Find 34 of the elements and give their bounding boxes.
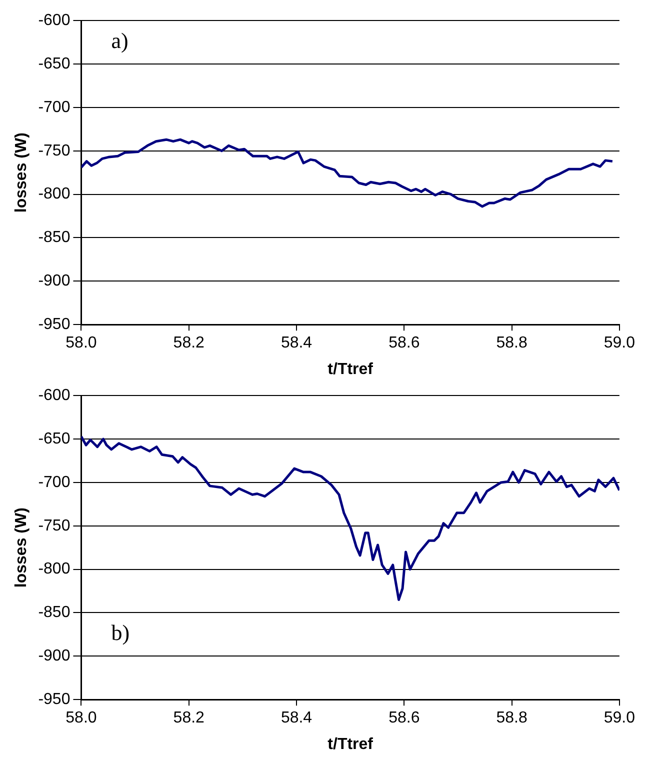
y-tick-label: -600	[38, 12, 70, 30]
y-tick-label: -650	[38, 430, 70, 448]
y-tick-label: -950	[38, 691, 70, 708]
y-tick-label: -900	[38, 272, 70, 290]
x-tick-label: 58.2	[173, 710, 205, 727]
y-tick-label: -900	[38, 648, 70, 665]
x-axis-title: t/Ttref	[328, 736, 374, 753]
y-axis-title: losses (W)	[13, 132, 30, 213]
y-tick-label: -650	[38, 55, 70, 72]
y-tick-label: -600	[38, 387, 70, 404]
y-tick-label: -700	[38, 474, 70, 491]
x-tick-label: 59.0	[604, 710, 636, 727]
y-tick-label: -850	[38, 604, 70, 622]
annotation: a)	[111, 28, 128, 54]
y-tick-label: -850	[38, 229, 70, 246]
y-tick-label: -700	[38, 98, 70, 116]
x-tick-label: 58.4	[280, 710, 312, 727]
x-tick-label: 58.6	[388, 710, 420, 727]
x-axis-title: t/Ttref	[328, 360, 374, 378]
y-tick-label: -800	[38, 186, 70, 203]
x-tick-label: 58.4	[280, 334, 312, 352]
x-tick-label: 58.0	[66, 334, 97, 352]
x-tick-label: 58.6	[388, 334, 420, 352]
x-tick-label: 58.8	[496, 334, 528, 352]
y-axis-title: losses (W)	[13, 508, 30, 588]
x-tick-label: 59.0	[604, 334, 636, 352]
y-tick-label: -800	[38, 560, 70, 578]
annotation: b)	[111, 620, 130, 646]
y-tick-label: -750	[38, 142, 70, 160]
y-tick-label: -950	[38, 316, 70, 334]
x-tick-label: 58.2	[173, 334, 205, 352]
x-tick-label: 58.8	[496, 710, 528, 727]
y-tick-label: -750	[38, 517, 70, 534]
x-tick-label: 58.0	[66, 710, 97, 727]
